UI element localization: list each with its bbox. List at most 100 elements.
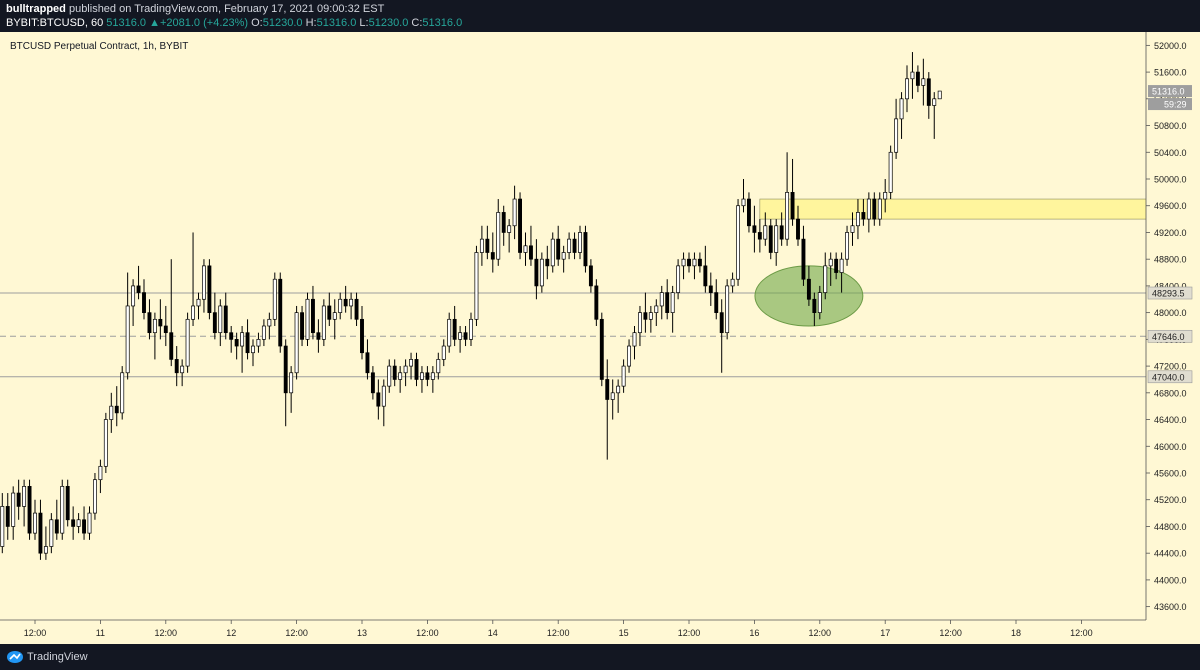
open-value: 51230.0 [262,17,303,29]
candle-body [801,238,806,280]
price-tick-label: 44000.0 [1154,575,1187,585]
time-tick-label: 12:00 [155,628,178,638]
candle-body [463,332,468,340]
candle-body [354,298,359,320]
resistance-zone[interactable] [759,198,1200,220]
candle-body [741,198,746,207]
candle-body [272,278,277,320]
candle-body [703,265,708,287]
countdown-tag [1148,98,1192,111]
candle-body [518,198,523,253]
candle-body [899,98,904,120]
candle-body [65,486,70,521]
price-chart[interactable]: 43600.0 44000.0 44400.0 44800.0 45200.0 45600… [0,32,1200,644]
candle-body [725,285,730,334]
candle-body [855,212,860,227]
chart-area[interactable]: 43600.0 44000.0 44400.0 44800.0 45200.0 45600… [0,32,1200,644]
candle-body [300,312,305,340]
candle-body [218,305,223,334]
candle-body [409,359,414,367]
candle-body [714,292,719,313]
time-tick-label: 11 [96,628,105,638]
candle-body [185,318,190,367]
price-tick-label: 48000.0 [1154,308,1187,318]
candle-body [610,392,615,400]
candle-body [643,312,648,320]
symbol-label[interactable]: BYBIT:BTCUSD, 60 [6,17,104,29]
time-tick-label: 12:00 [809,628,832,638]
candle-body [888,151,893,193]
candle-body [594,285,599,320]
candle-body [289,372,294,394]
candle-body [512,198,517,227]
price-tick-label: 45200.0 [1154,495,1187,505]
chart-header: bulltrapped published on TradingView.com… [0,0,1200,32]
close-value: 51316.0 [422,17,463,29]
price-tick-label: 43600.0 [1154,602,1187,612]
candle-body [479,238,484,253]
chart-title: BTCUSD Perpetual Contract, 1h, BYBIT [10,41,189,52]
candle-body [534,258,539,287]
tradingview-brand[interactable]: TradingView [27,651,88,663]
candle-body [659,292,664,307]
tradingview-logo-icon[interactable] [6,650,24,664]
candle-body [616,385,621,394]
candle-body [191,305,195,320]
candle-body [180,365,185,374]
candle-body [27,486,32,534]
level-price-tag [1147,286,1193,300]
candle-body [245,332,250,354]
candle-body [926,78,931,106]
low-label: L: [359,17,369,29]
level-price-tag-label: 47040.0 [1152,372,1185,382]
candle-body [360,318,364,354]
published-text: published on TradingView.com, February 1… [68,3,385,15]
candle-body [452,318,457,340]
candle-body [736,205,741,280]
candle-body [523,245,528,253]
candle-body [207,265,212,313]
candle-body [283,345,288,394]
time-tick-label: 15 [619,628,629,638]
candle-body [490,252,495,260]
candle-body [872,198,877,220]
candle-body [174,359,179,374]
candle-body [583,232,588,267]
candle-body [212,312,217,334]
time-tick-label: 12:00 [678,628,701,638]
last-price-tag-label: 51316.0 [1152,87,1185,97]
candle-body [120,372,125,414]
candle-body [937,90,942,100]
candle-body [251,345,255,354]
candle-body [785,192,790,240]
candle-body [578,232,582,253]
candle-body [267,318,272,327]
low-value: 51230.0 [368,17,409,29]
time-tick-label: 17 [880,628,890,638]
candle-body [376,392,381,407]
candle-body [485,238,490,253]
candle-body [932,98,937,106]
candle-body [98,465,103,481]
candle-body [163,325,168,334]
author-name[interactable]: bulltrapped [6,3,66,15]
candle-body [316,332,321,340]
time-tick-label: 12:00 [547,628,570,638]
price-tick-label: 46800.0 [1154,388,1187,398]
candle-body [131,285,136,307]
candle-body [403,365,408,374]
candle-body [670,292,675,313]
price-tick-label: 51600.0 [1154,68,1187,78]
price-tick-label: 49600.0 [1154,201,1187,211]
candle-body [507,225,512,233]
footer-bar: TradingView [0,644,1200,670]
candle-body [11,492,16,527]
candle-body [866,198,871,220]
candle-body [38,512,43,554]
candle-body [545,258,550,267]
candle-body [398,372,403,380]
candle-body [305,298,310,340]
candle-body [202,265,206,300]
price-tick-label: 44800.0 [1154,522,1187,532]
price-tick-label: 50400.0 [1154,148,1187,158]
